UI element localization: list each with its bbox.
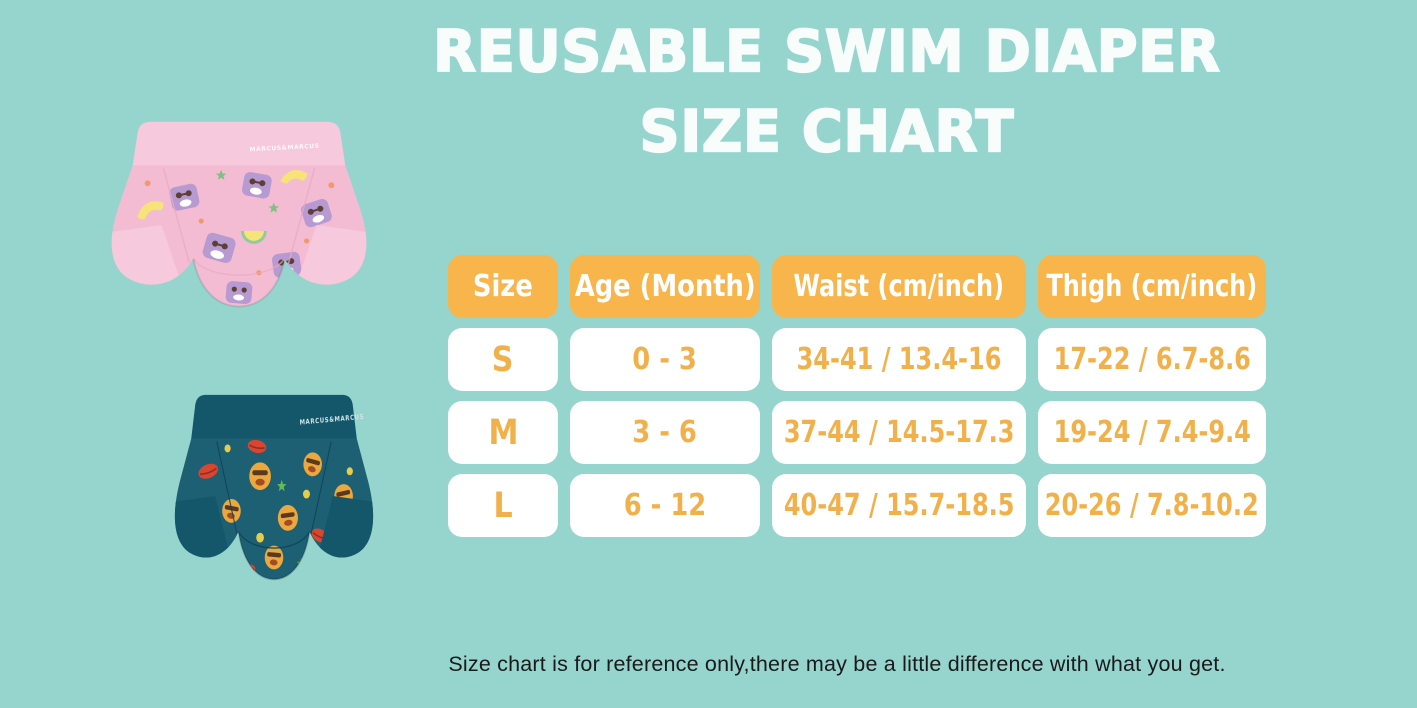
dot-icon	[303, 238, 310, 244]
product-photo-pink-diaper: MARCUS&MARCUS	[90, 112, 388, 344]
table-cell-waist-s: 34-41 / 13.4-16	[772, 328, 1026, 391]
dot-icon	[303, 489, 310, 499]
star-icon	[268, 202, 280, 213]
side-panel-left	[111, 225, 202, 307]
monster-icon	[202, 232, 236, 263]
dot-icon	[224, 444, 231, 453]
side-panel-right	[303, 496, 374, 580]
waistband	[132, 121, 346, 166]
column-header-waist: Waist (cm/inch)	[772, 255, 1026, 318]
side-panel-left	[174, 496, 245, 580]
table-cell-size-s: S	[448, 328, 558, 391]
dot-icon	[328, 182, 335, 189]
product-photo-teal-diaper: MARCUS&MARCUS	[158, 387, 390, 615]
title-line1: REUSABLE SWIM DIAPER	[432, 18, 1221, 86]
waistband	[191, 394, 357, 439]
melon-icon	[240, 230, 267, 244]
star-icon	[215, 169, 227, 180]
column-header-size: Size	[448, 255, 558, 318]
column-header-thigh: Thigh (cm/inch)	[1038, 255, 1266, 318]
dot-icon	[256, 532, 264, 543]
side-panel-right	[276, 225, 367, 307]
dot-icon	[198, 218, 204, 224]
page-title: REUSABLE SWIM DIAPER SIZE CHART	[377, 12, 1277, 172]
monster-icon	[301, 199, 332, 228]
title-line2: SIZE CHART	[639, 98, 1015, 166]
lion-face-icon	[264, 545, 284, 570]
table-cell-size-m: M	[448, 401, 558, 464]
table-cell-age-m: 3 - 6	[570, 401, 760, 464]
monster-icon	[272, 251, 302, 278]
banana-icon	[280, 170, 308, 184]
size-table: Size Age (Month) Waist (cm/inch) Thigh (…	[448, 255, 1266, 537]
table-cell-thigh-l: 20-26 / 7.8-10.2	[1038, 474, 1266, 537]
table-cell-age-l: 6 - 12	[570, 474, 760, 537]
dot-icon	[346, 467, 353, 476]
teal-swim-diaper-illustration: MARCUS&MARCUS	[174, 394, 374, 581]
lion-face-icon	[277, 504, 298, 531]
lion-face-icon	[303, 452, 322, 477]
table-cell-thigh-m: 19-24 / 7.4-9.4	[1038, 401, 1266, 464]
monster-icon	[242, 172, 272, 199]
table-cell-waist-m: 37-44 / 14.5-17.3	[772, 401, 1026, 464]
pink-swim-diaper-illustration: MARCUS&MARCUS	[111, 121, 367, 308]
monster-icon	[225, 281, 253, 305]
star-icon	[277, 479, 287, 492]
table-cell-size-l: L	[448, 474, 558, 537]
disclaimer-note: Size chart is for reference only,there m…	[448, 652, 1226, 676]
banana-icon	[137, 201, 164, 220]
lips-icon	[247, 439, 267, 454]
table-cell-age-s: 0 - 3	[570, 328, 760, 391]
table-cell-thigh-s: 17-22 / 6.7-8.6	[1038, 328, 1266, 391]
lion-face-icon	[249, 462, 271, 491]
table-cell-waist-l: 40-47 / 15.7-18.5	[772, 474, 1026, 537]
brand-label: MARCUS&MARCUS	[249, 143, 319, 154]
lips-icon	[198, 463, 219, 479]
column-header-age: Age (Month)	[570, 255, 760, 318]
dot-icon	[144, 180, 151, 187]
monster-icon	[169, 183, 200, 211]
